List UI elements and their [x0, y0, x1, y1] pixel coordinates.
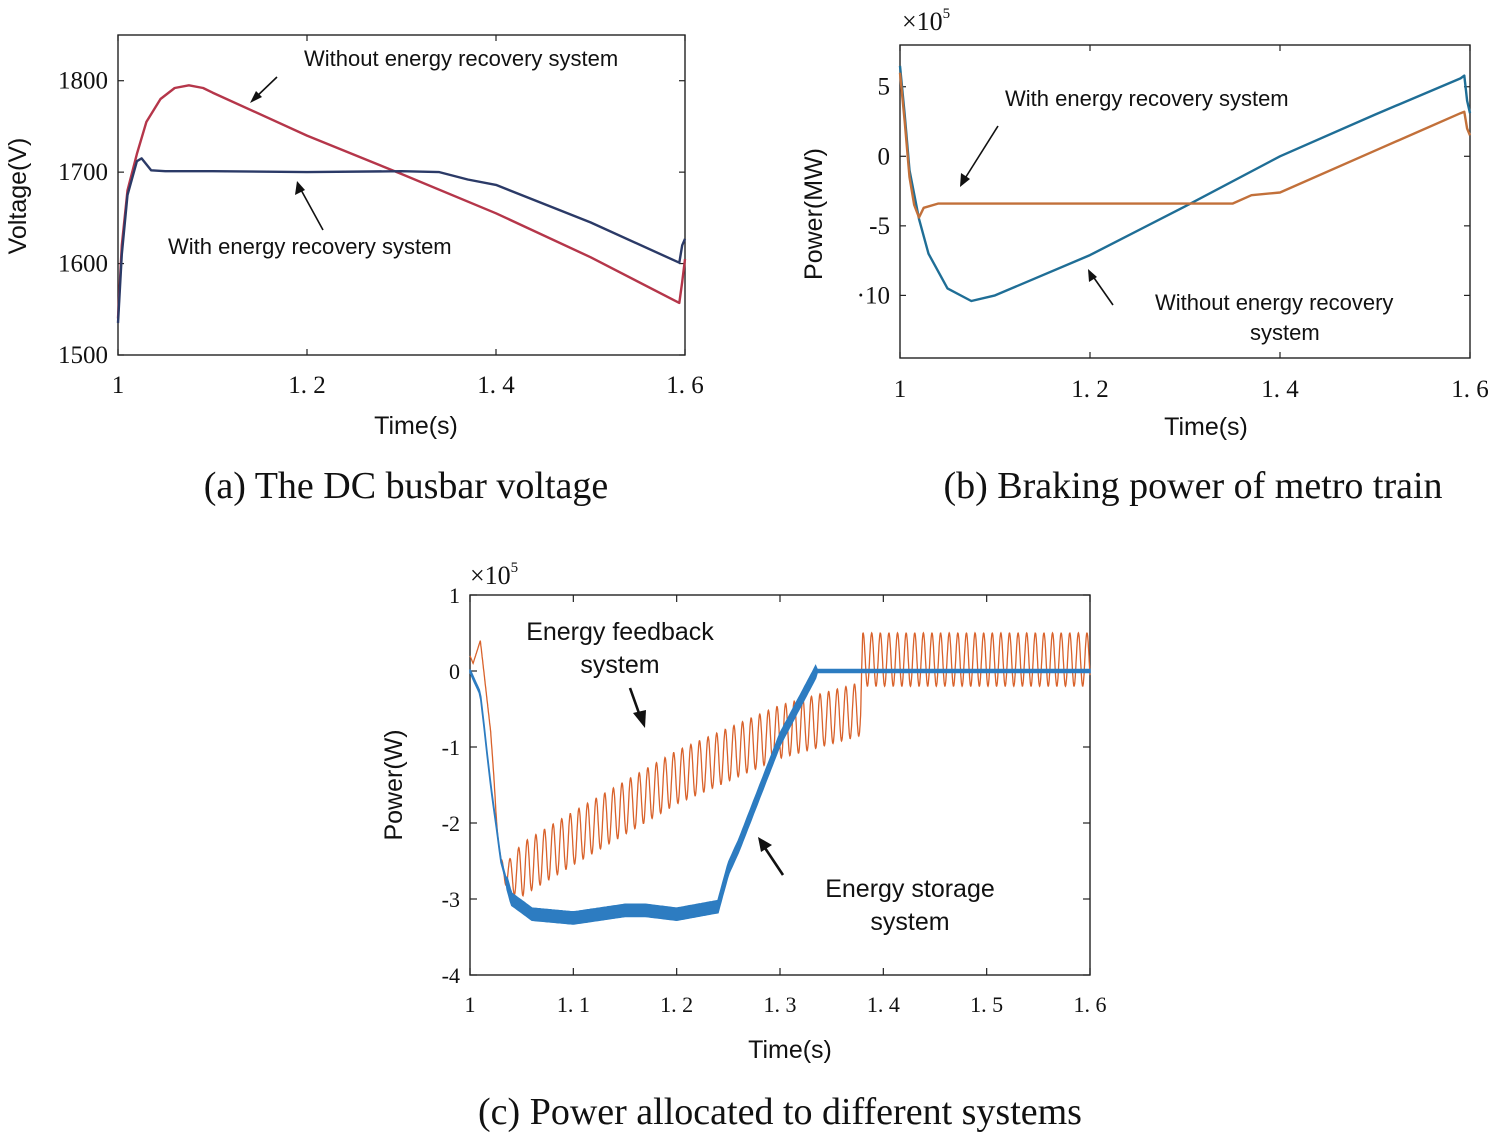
panel-a-caption: (a) The DC busbar voltage: [204, 465, 609, 507]
panel-b-x-tick-label-2: 1. 4: [1261, 376, 1299, 403]
panel-a-arrow-with: [299, 187, 324, 231]
panel-a-series-without-energy-recovery-system: [116, 84, 687, 319]
panel-c-annotation-storage-line1: Energy storage: [825, 875, 995, 903]
panel-c-arrow-feedback: [628, 687, 642, 717]
panel-b-series: [898, 65, 1472, 303]
panel-c-series: [469, 631, 1091, 925]
panel-b-caption: (b) Braking power of metro train: [943, 465, 1442, 507]
panel-b-x-axis-label: Time(s): [1164, 413, 1248, 441]
panel-c-y-tick-label-5: -4: [442, 963, 460, 988]
panel-a-arrowhead-with: [295, 181, 305, 195]
panel-a-y-tick-label-0: 1500: [58, 342, 108, 369]
panel-a-annotation-without: Without energy recovery system: [304, 46, 618, 71]
panel-b-annotation-with: With energy recovery system: [1005, 86, 1289, 111]
panel-c-x-tick-label-5: 1. 5: [970, 992, 1003, 1017]
panel-b-tick-marks: [899, 45, 1471, 358]
panel-c-y-tick-label-0: 1: [449, 583, 460, 608]
panel-a-annotation-with: With energy recovery system: [168, 234, 452, 259]
panel-b-y-axis-label: Power(MW): [800, 148, 828, 280]
panel-c-y-tick-label-1: 0: [449, 659, 460, 684]
panel-a-y-tick-label-1: 1600: [58, 251, 108, 278]
panel-b-tick-labels: 1 1. 2 1. 4 1. 6 5 0 -5 ·10: [857, 74, 1489, 403]
panel-c-power-allocation-chart: 1 1. 1 1. 2 1. 3 1. 4 1. 5 1. 6 1 0 -1 -2 -3 -4 ×105…: [380, 560, 1107, 1133]
panel-b-y-tick-label-3: ·10: [857, 282, 890, 309]
panel-c-x-axis-label: Time(s): [748, 1036, 832, 1064]
panel-b-annotation-without-line2: system: [1250, 320, 1320, 345]
panel-b-x-tick-label-1: 1. 2: [1071, 376, 1109, 403]
panel-a-series-with-energy-recovery-system: [116, 157, 687, 324]
panel-c-annotation-feedback-line2: system: [580, 651, 659, 679]
panel-c-arrowhead-storage: [758, 837, 772, 852]
panel-b-x-tick-label-0: 1: [894, 376, 907, 403]
panel-a-series: [116, 84, 687, 324]
panel-a-x-axis-label: Time(s): [374, 412, 458, 440]
panel-c-y-tick-label-2: -1: [442, 735, 460, 760]
panel-b-plot-frame: [899, 44, 1471, 359]
panel-c-annotation-storage-line2: system: [870, 908, 949, 936]
panel-b-x-tick-label-3: 1. 6: [1451, 376, 1489, 403]
panel-c-multiplier: ×105: [470, 560, 518, 590]
panel-a-voltage-chart: 1 1. 2 1. 4 1. 6 1500 1600 1700 1800 Time(s) Vo…: [4, 34, 704, 507]
panel-c-x-tick-label-3: 1. 3: [764, 992, 797, 1017]
panel-a-x-tick-label-3: 1. 6: [666, 372, 704, 399]
panel-b-y-tick-label-0: 5: [878, 74, 891, 101]
panel-a-x-tick-label-2: 1. 4: [477, 372, 515, 399]
panel-b-multiplier: ×105: [902, 6, 950, 36]
panel-c-y-tick-label-4: -3: [442, 887, 460, 912]
panel-b-arrowhead-without: [1088, 269, 1097, 282]
panel-a-y-tick-label-3: 1800: [58, 68, 108, 95]
panel-c-arrow-storage: [763, 847, 785, 876]
panel-c-series-energy-storage-system: [469, 664, 1091, 925]
panel-b-arrow-with: [963, 125, 999, 181]
panel-c-y-axis-label: Power(W): [380, 729, 408, 840]
panel-b-series-with-energy-recovery-system: [898, 72, 1472, 219]
panel-c-caption: (c) Power allocated to different systems: [478, 1091, 1082, 1133]
panel-b-arrowhead-with: [960, 173, 970, 187]
panel-b-y-tick-label-2: -5: [869, 213, 890, 240]
panel-c-x-tick-label-4: 1. 4: [867, 992, 900, 1017]
panel-b-annotation-without-line1: Without energy recovery: [1155, 290, 1393, 315]
panel-c-x-tick-label-2: 1. 2: [660, 992, 693, 1017]
panel-c-x-tick-label-1: 1. 1: [557, 992, 590, 1017]
panel-a-x-tick-label-0: 1: [112, 372, 125, 399]
panel-c-tick-labels: 1 1. 1 1. 2 1. 3 1. 4 1. 5 1. 6 1 0 -1 -2 -3 -4: [442, 583, 1107, 1017]
panel-a-plot-frame: [117, 34, 686, 356]
panel-c-y-tick-label-3: -2: [442, 811, 460, 836]
panel-a-x-tick-label-1: 1. 2: [288, 372, 326, 399]
panel-b-braking-power-chart: 1 1. 2 1. 4 1. 6 5 0 -5 ·10 ×105 Time(s) Power(…: [800, 6, 1489, 507]
panel-a-y-axis-label: Voltage(V): [4, 138, 32, 255]
panel-a-tick-marks: [117, 35, 686, 356]
panel-a-y-tick-label-2: 1700: [58, 159, 108, 186]
panel-b-y-tick-label-1: 0: [878, 143, 891, 170]
panel-b-arrow-without: [1091, 274, 1114, 306]
panel-c-annotation-feedback-line1: Energy feedback: [526, 618, 714, 646]
panel-b-series-without-energy-recovery-system: [898, 65, 1472, 303]
panel-c-tick-marks: [469, 594, 1091, 976]
panel-a-arrowhead-without: [250, 91, 262, 103]
panel-a-tick-labels: 1 1. 2 1. 4 1. 6 1500 1600 1700 1800: [58, 68, 704, 399]
panel-c-arrowhead-feedback: [633, 710, 646, 728]
panel-c-x-tick-label-0: 1: [465, 992, 476, 1017]
panel-c-x-tick-label-6: 1. 6: [1074, 992, 1107, 1017]
